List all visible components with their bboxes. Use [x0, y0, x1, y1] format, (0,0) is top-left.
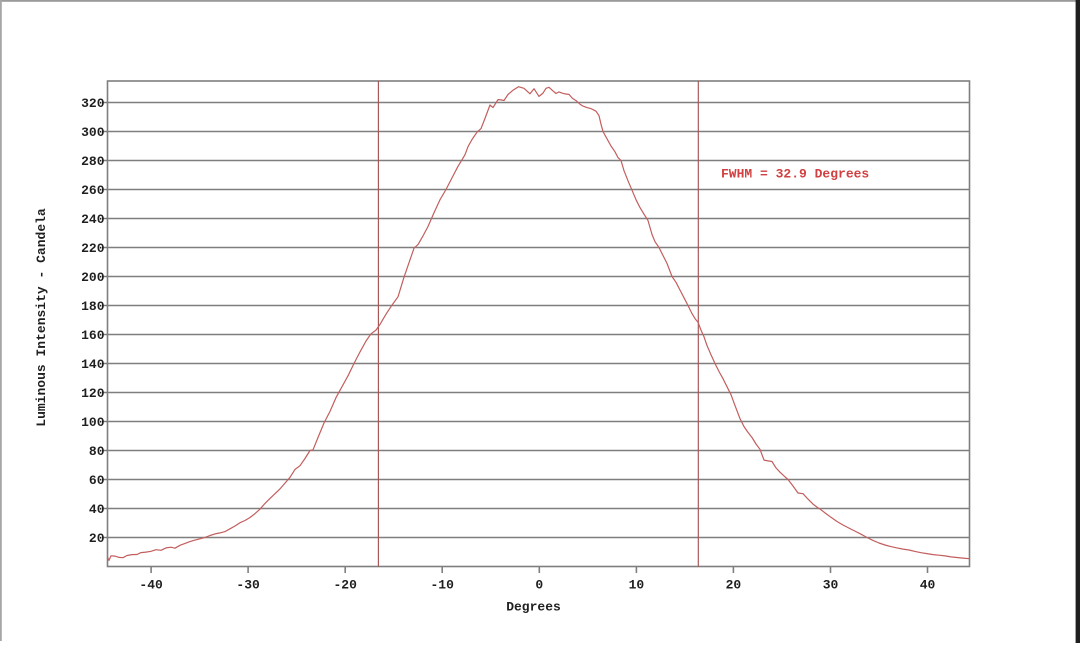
svg-text:Degrees: Degrees	[506, 600, 561, 615]
svg-text:80: 80	[89, 444, 105, 459]
svg-text:160: 160	[81, 328, 105, 343]
svg-text:20: 20	[89, 531, 105, 546]
svg-text:260: 260	[81, 183, 105, 198]
svg-text:40: 40	[920, 578, 936, 593]
svg-text:60: 60	[89, 473, 105, 488]
svg-text:-30: -30	[236, 578, 260, 593]
svg-text:Luminous Intensity - Candela: Luminous Intensity - Candela	[34, 208, 49, 427]
svg-text:240: 240	[81, 212, 105, 227]
svg-text:20: 20	[726, 578, 742, 593]
svg-text:-40: -40	[139, 578, 163, 593]
svg-text:220: 220	[81, 241, 105, 256]
svg-text:10: 10	[629, 578, 645, 593]
svg-text:280: 280	[81, 154, 105, 169]
svg-text:100: 100	[81, 415, 105, 430]
svg-text:-20: -20	[333, 578, 357, 593]
svg-text:200: 200	[81, 270, 105, 285]
svg-text:FWHM = 32.9 Degrees: FWHM = 32.9 Degrees	[721, 167, 869, 182]
svg-text:140: 140	[81, 357, 105, 372]
svg-text:40: 40	[89, 502, 105, 517]
svg-text:120: 120	[81, 386, 105, 401]
svg-text:320: 320	[81, 96, 105, 111]
svg-text:-10: -10	[430, 578, 454, 593]
svg-text:300: 300	[81, 125, 105, 140]
svg-text:30: 30	[823, 578, 839, 593]
svg-text:0: 0	[535, 578, 543, 593]
svg-text:180: 180	[81, 299, 105, 314]
